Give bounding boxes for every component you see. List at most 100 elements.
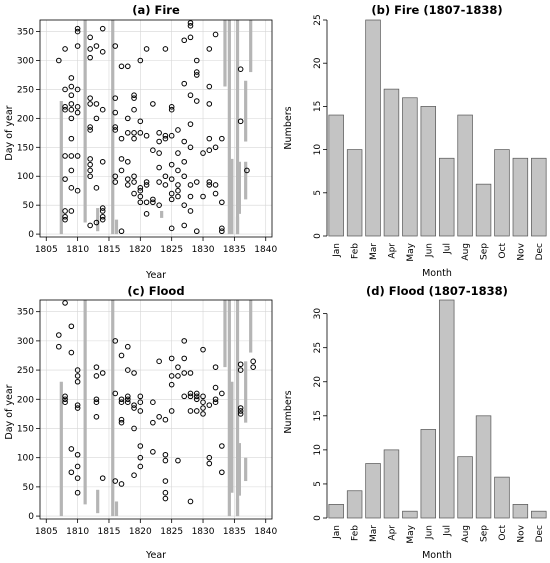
fire-scatter-point [206,101,213,107]
flood-scatter-point [206,454,213,461]
fire-scatter-point [187,193,194,200]
fire-scatter-point [62,208,68,214]
fire-scatter-point [137,193,144,200]
flood-scatter-point [124,343,131,350]
flood-bars-category-label: May [406,524,416,543]
fire-scatter-title: (a) Fire [132,3,180,17]
fire-bars-category-label: Mar [369,243,379,260]
fire-scatter-point [99,205,106,211]
flood-scatter-point [56,332,62,338]
fire-scatter-point [68,208,75,214]
flood-scatter-point [99,475,106,481]
flood-scatter-point [131,472,137,479]
fire-scatter-point [99,49,106,55]
flood-scatter-point [237,367,244,373]
flood-scatter-point [118,419,125,426]
flood-scatter-point [168,408,175,414]
flood-scatter-point [112,390,119,397]
flood-scatter-ytick-label: 150 [17,424,34,434]
flood-scatter-point [74,451,81,458]
flood-bars-title: (d) Flood (1807-1838) [366,284,508,298]
fire-scatter-point [181,80,188,87]
fire-scatter-point [168,104,175,110]
flood-scatter-xtick-label: 1810 [66,527,89,537]
flood-scatter-point [131,402,137,408]
fire-bars-bar [457,114,473,237]
fire-scatter-point [143,132,150,139]
flood-scatter-point [118,396,125,403]
flood-scatter-xlabel: Year [145,550,166,561]
flood-scatter-point [175,364,181,370]
fire-scatter-point [68,167,75,174]
fire-scatter-ytick-label: 50 [23,201,35,211]
flood-bars-ytick-label: 15 [313,410,323,421]
fire-scatter-point [206,182,213,188]
fire-scatter-point [87,54,93,61]
flood-bars-bar [512,504,529,519]
fire-scatter-ylabel: Day of year [4,105,15,160]
fire-scatter-point [187,144,194,151]
flood-scatter-ytick-label: 350 [17,308,34,318]
flood-scatter-point [237,405,244,411]
flood-scatter-point [137,443,144,449]
flood-scatter-point [74,378,81,385]
fire-scatter-xlabel: Year [145,270,166,281]
fire-scatter-point [175,193,181,200]
fire-bars-bar [346,149,363,237]
fire-scatter-point [137,185,144,191]
fire-scatter-point [137,57,144,64]
flood-scatter-point [118,481,125,487]
fire-scatter-xtick-label: 1840 [254,245,277,255]
fire-scatter-point [150,199,156,206]
fire-scatter-point [68,115,75,122]
flood-scatter-point [237,411,244,417]
fire-scatter-point [68,153,75,159]
fire-scatter-point [74,187,81,194]
fire-scatter-point [162,132,169,139]
fire-scatter-point [112,95,119,101]
fire-scatter-point [124,115,131,122]
fire-scatter-point [131,92,137,99]
fire-scatter-point [112,109,119,116]
fire-scatter-point [193,57,200,64]
fire-bars-bar [365,19,381,237]
flood-bars-ytick-label: 20 [313,376,323,388]
flood-bars-category-label: Jan [332,525,342,540]
fire-scatter-point [93,185,100,191]
flood-scatter-point [68,323,75,330]
flood-bars-category-label: Apr [387,525,397,541]
fire-scatter-point [143,179,150,185]
fire-scatter-point [219,199,225,206]
fire-scatter-point [150,196,156,203]
flood-scatter-point [193,396,200,403]
fire-scatter-point [168,132,175,139]
fire-scatter-point [112,173,119,180]
flood-scatter-point [193,393,200,400]
fire-scatter-point [62,213,68,220]
flood-bars-bar [346,490,363,519]
flood-bars-bar [494,476,510,519]
fire-bars-ytick-label: 20 [313,57,323,69]
fire-scatter-point [187,34,194,41]
fire-scatter-point [156,130,162,136]
flood-scatter-point [187,370,194,376]
flood-scatter-point [181,355,188,362]
fire-scatter-xtick-label: 1805 [35,245,58,255]
fire-scatter-point [99,213,106,220]
fire-scatter-point [206,83,213,90]
flood-scatter-point [193,408,200,414]
flood-scatter-ytick-label: 200 [17,395,34,405]
flood-scatter-point [219,390,225,397]
flood-scatter-point [212,364,219,370]
flood-scatter-point [175,373,181,379]
flood-scatter-ytick-label: 100 [17,454,34,464]
flood-bars-panel: (d) Flood (1807-1838) Month Numbers Jan F… [283,284,547,561]
flood-bars-category-label: Nov [516,524,526,542]
fire-bars-category-label: May [406,242,416,261]
fire-scatter-point [87,167,93,174]
fire-scatter-point [193,69,200,75]
fire-scatter-point [175,187,181,194]
flood-scatter-xtick-label: 1835 [223,527,246,537]
flood-scatter-point [137,399,144,406]
